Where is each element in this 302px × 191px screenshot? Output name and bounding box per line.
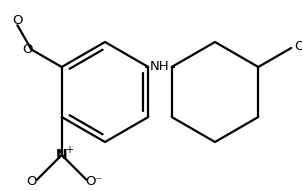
Text: +: + <box>65 145 73 155</box>
Text: NH: NH <box>150 61 170 74</box>
Text: OH: OH <box>294 40 302 53</box>
Text: N: N <box>56 148 68 162</box>
Text: O: O <box>22 43 33 56</box>
Text: O: O <box>12 14 23 27</box>
Text: O⁻: O⁻ <box>86 175 103 188</box>
Text: O: O <box>27 175 37 188</box>
